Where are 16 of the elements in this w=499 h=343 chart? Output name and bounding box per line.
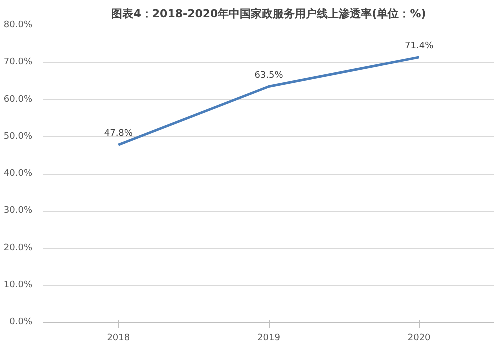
data-label: 47.8% xyxy=(104,129,134,140)
y-tick-label: 0.0% xyxy=(10,318,33,328)
data-label: 63.5% xyxy=(254,70,284,81)
x-tick-label: 2020 xyxy=(408,334,432,343)
y-tick-label: 30.0% xyxy=(4,206,33,216)
y-tick-label: 10.0% xyxy=(4,280,33,290)
y-tick-label: 80.0% xyxy=(4,20,33,30)
y-tick-label: 70.0% xyxy=(4,58,33,68)
y-tick-label: 60.0% xyxy=(4,94,33,105)
y-tick-label: 20.0% xyxy=(4,243,33,254)
y-tick-label: 40.0% xyxy=(4,169,33,179)
data-label: 71.4% xyxy=(405,41,434,52)
y-tick-label: 50.0% xyxy=(4,132,33,142)
x-tick-label: 2018 xyxy=(107,334,130,343)
x-tick-label: 2019 xyxy=(258,334,281,343)
chart-title: 图表4：2018-2020年中国家政服务用户线上渗透率(单位：%) xyxy=(112,8,426,20)
